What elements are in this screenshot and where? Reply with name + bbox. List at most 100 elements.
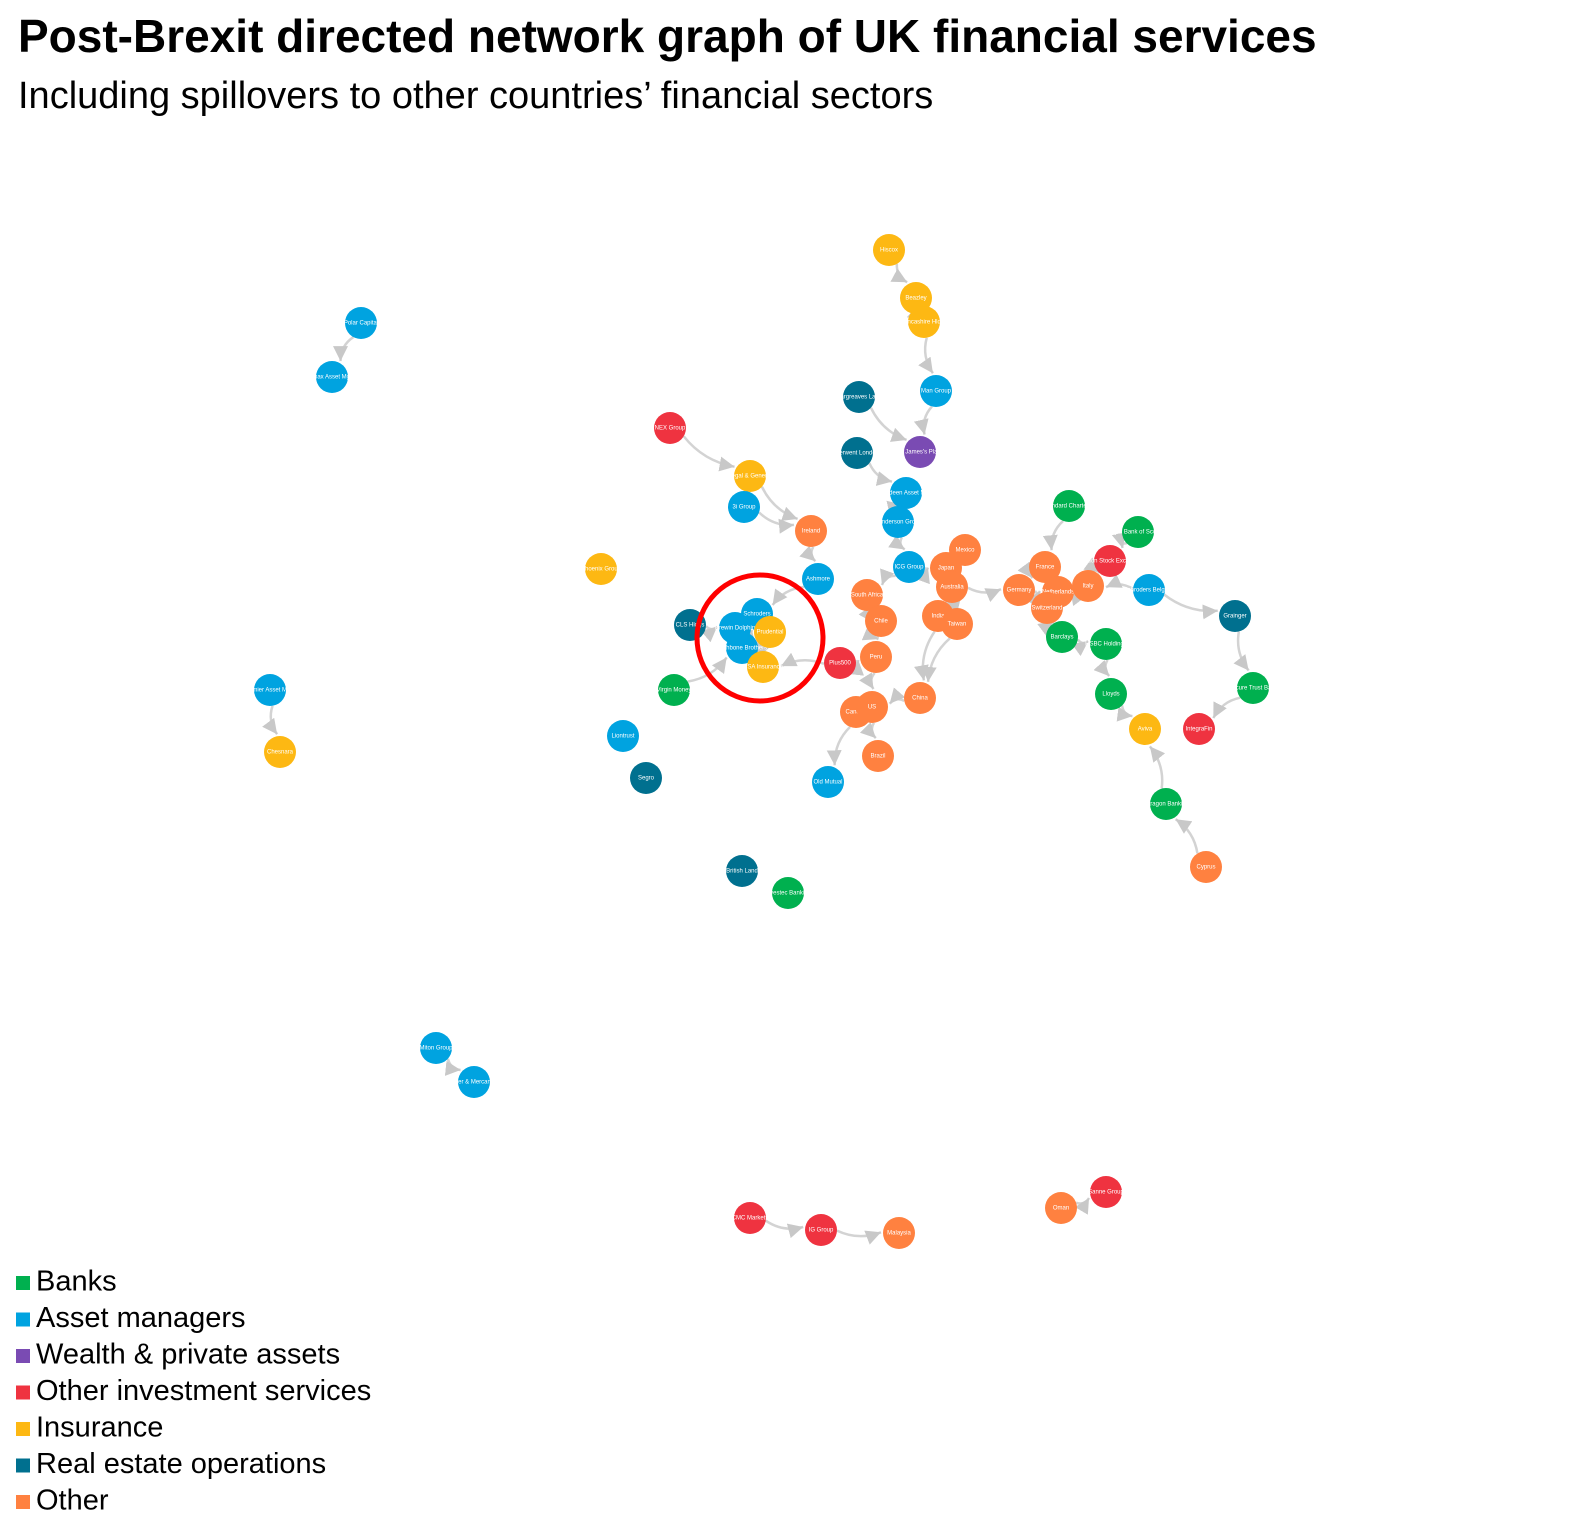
node-label: Sanne Group [1088,1190,1124,1196]
legend: Banks Asset managers Wealth & private asse… [16,1266,371,1517]
node [904,436,936,468]
node-label: Phoenix Group [581,567,622,573]
edge [880,568,896,586]
node-label: Paragon Banking [1143,802,1189,808]
node [1031,592,1063,624]
node-label: France [1036,565,1055,571]
node-label: Man Group [921,389,952,395]
node-label: Investec Banking [765,891,811,897]
edge [1017,561,1034,579]
edge [1093,659,1111,677]
legend-swatch [16,1276,30,1290]
node-label: Malaysia [887,1231,911,1237]
node [1190,851,1222,883]
legend-swatch [16,1312,30,1327]
edge [1212,696,1241,719]
node [795,515,827,547]
legend-label: Asset managers [36,1302,246,1334]
node [630,762,662,794]
node-label: Legal & General [728,474,771,480]
edge [1111,531,1128,549]
node [1237,672,1269,704]
node [1095,678,1127,710]
node [728,491,760,523]
node [1090,1176,1122,1208]
node-label: CMC Markets [732,1216,769,1222]
edge [1116,705,1133,722]
node-label: Prudential [756,630,783,636]
node-label: Taiwan [948,622,967,628]
node [860,641,892,673]
node [802,563,834,595]
node-label: Miton Group [419,1046,453,1052]
node-label: HSBC Holdings [1085,642,1127,648]
node [345,307,377,339]
edge [836,1229,882,1245]
legend-swatch [16,1422,30,1436]
node [585,553,617,585]
node [882,506,914,538]
node [1090,628,1122,660]
edge [760,486,799,521]
node [843,381,875,413]
node-label: IntegraFin [1185,727,1212,733]
node-label: Standard Chartered [1043,504,1096,510]
node-label: India [931,614,945,620]
node [936,571,968,603]
edge [915,567,930,585]
legend-label: Other investment services [36,1375,371,1407]
edge [741,629,756,647]
node [1072,570,1104,602]
edge [888,534,906,551]
legend-label: Other [36,1485,109,1517]
legend-label: Wealth & private assets [36,1339,340,1371]
node [865,605,897,637]
node [658,674,690,706]
node [856,691,888,723]
highlight-circle [694,572,826,704]
node-label: Secure Trust Bank [1228,686,1278,692]
legend-swatch [16,1458,30,1473]
node-label: Premier Asset Mgmt [243,688,297,694]
node-label: Liontrust [611,734,634,740]
node [841,437,873,469]
edge [799,545,817,563]
nodes: Hiscox Beazley Lancashire Hldgs Man Group Ha… [243,234,1279,1249]
edge [1071,638,1089,657]
node-label: Peru [870,655,883,661]
node [420,1032,452,1064]
node-label: Japan [938,566,954,572]
node [316,361,348,393]
legend-label: Insurance [36,1412,163,1444]
edge [826,725,851,766]
node-label: Ashmore [806,577,831,583]
node-label: Cyprus [1196,865,1215,871]
edge [758,511,795,534]
edge [765,1219,804,1239]
node [772,877,804,909]
node-label: Derwent London [835,451,879,457]
edge [1042,519,1064,551]
node [1094,545,1126,577]
node [873,234,905,266]
node-label: St. James's Place [896,450,944,456]
edge [888,687,906,705]
edge [890,263,908,284]
node-label: Lancashire Hldgs [901,320,947,326]
node [941,608,973,640]
node-label: ICG Group [894,565,924,571]
node-label: US [868,705,876,711]
edge [913,405,933,435]
edge [967,586,1002,603]
node-label: Ireland [802,529,820,535]
edge [918,337,934,374]
node-label: Lloyds [1102,692,1119,698]
node [890,477,922,509]
node-label: Old Mutual [813,780,842,786]
node-label: China [912,696,928,702]
node [607,720,639,752]
node-label: South Africa [851,593,884,599]
edge [849,659,865,676]
